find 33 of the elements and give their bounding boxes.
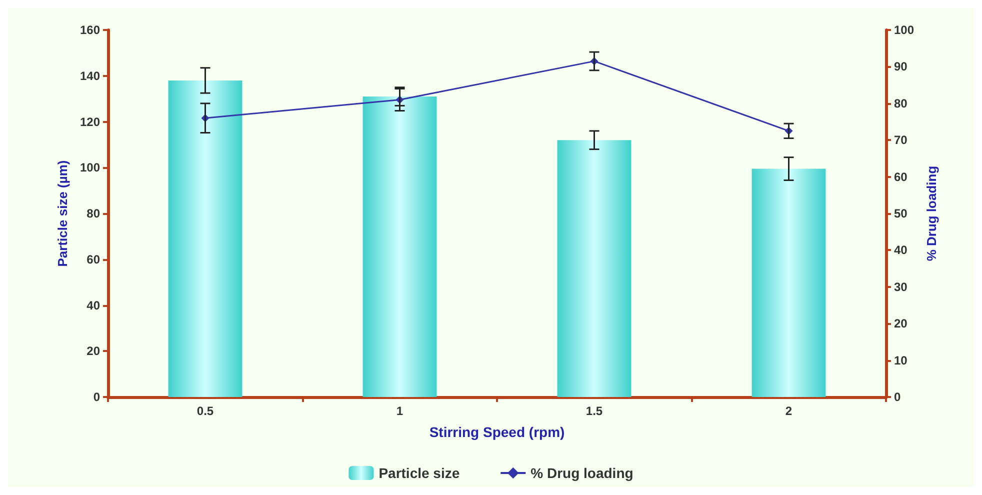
y2-tick-label: 60	[894, 170, 908, 184]
y-tick-label: 20	[86, 344, 100, 358]
legend-label: Particle size	[378, 465, 460, 481]
y2-tick-label: 10	[894, 353, 908, 368]
bar	[168, 80, 242, 397]
y2-tick-label: 30	[894, 280, 908, 294]
bar	[362, 96, 437, 397]
x-tick-label: 0.5	[196, 404, 214, 418]
y-tick-label: 100	[80, 160, 100, 175]
y-tick-label: 160	[80, 23, 100, 37]
y-tick-label: 0	[93, 390, 100, 404]
legend-label: % Drug loading	[530, 465, 634, 481]
y2-tick-label: 20	[894, 316, 908, 331]
y-tick-label: 80	[86, 206, 100, 220]
bar	[752, 168, 826, 397]
y2-tick-label: 80	[894, 96, 908, 110]
y2-axis-title: % Drug loading	[924, 166, 939, 262]
y-tick-label: 120	[80, 114, 100, 129]
bar	[557, 140, 632, 397]
x-tick-label: 2	[785, 404, 792, 418]
y2-tick-label: 40	[894, 243, 908, 258]
y-tick-label: 60	[86, 252, 100, 266]
y-tick-label: 40	[86, 298, 100, 312]
x-tick-label: 1.5	[586, 404, 603, 418]
y2-tick-label: 100	[894, 23, 914, 37]
y2-tick-label: 0	[894, 390, 901, 404]
y2-tick-label: 70	[894, 133, 908, 148]
y2-tick-label: 90	[894, 60, 908, 74]
y-axis-title: Particle size (µm)	[55, 160, 70, 267]
y-tick-label: 140	[80, 68, 100, 83]
y2-tick-label: 50	[894, 206, 908, 220]
x-axis-title: Stirring Speed (rpm)	[429, 424, 565, 440]
x-tick-label: 1	[396, 404, 404, 418]
